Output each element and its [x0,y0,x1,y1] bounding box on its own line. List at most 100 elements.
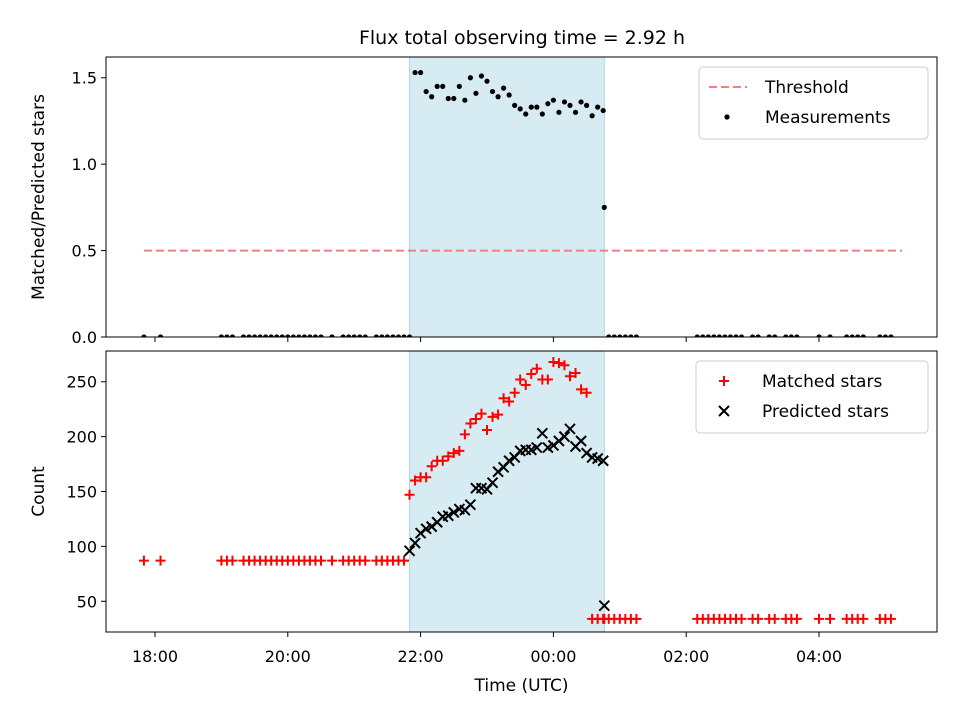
data-point [506,92,512,98]
data-point [373,334,379,337]
series-measurements [141,69,894,337]
data-point [268,334,274,337]
series-predicted-stars [403,423,611,612]
data-point [329,334,335,337]
data-point [531,441,543,454]
data-point [700,334,706,337]
y-tick-label: 1.0 [72,155,97,174]
legend-x-marker [718,405,730,417]
data-point [279,334,285,337]
data-point [448,506,460,519]
data-point [559,360,570,371]
data-point [858,613,869,624]
data-point [711,334,717,337]
data-point [567,102,573,108]
data-point [476,408,487,419]
data-point [794,334,800,337]
data-point [722,334,728,337]
data-point [421,472,432,483]
data-point [157,334,164,337]
data-point [429,94,435,100]
data-point [464,498,477,511]
data-point [534,104,540,110]
data-point [622,334,628,337]
data-point [601,204,607,210]
data-point [357,334,363,337]
data-point [570,367,581,378]
data-point [849,334,855,337]
data-point [855,334,861,337]
x-axis-label: Time (UTC) [474,676,569,696]
data-point [536,427,549,440]
data-point [423,88,429,95]
data-point [501,85,507,91]
data-point [844,334,850,337]
data-point [548,356,559,367]
data-point [539,111,545,117]
data-point [390,334,396,337]
data-point [498,393,509,404]
data-point [572,109,579,115]
data-point [733,334,739,337]
data-point [598,599,611,612]
observing-window-band [409,57,605,337]
plot-bottom: 50 100 150 200 250 18:00 20:00 22:00 00:00 02:00 0… [29,350,938,696]
x-tick-label: 20:00 [265,647,311,666]
data-point [885,613,896,624]
legend: Threshold Measurements [698,66,929,140]
y-tick-label: 150 [66,483,97,502]
data-point [426,461,437,472]
data-point [252,334,258,337]
data-point [459,429,470,440]
x-tick-label: 02:00 [663,647,709,666]
data-point [290,334,296,337]
data-point [705,334,711,337]
data-point [565,371,575,382]
data-point [456,83,462,89]
data-point [581,387,592,398]
data-point [769,613,780,624]
data-point [558,430,571,443]
y-tick-label: 250 [66,373,97,392]
data-point [553,358,564,369]
legend-box [698,66,929,140]
y-tick-label: 50 [77,592,97,611]
series-matched-stars [138,356,896,624]
data-point [473,90,479,96]
x-tick-label: 18:00 [132,647,178,666]
data-point [445,95,451,102]
data-point [296,334,302,337]
data-point [442,509,454,522]
data-point [401,334,407,337]
data-point [561,99,568,105]
data-point [462,97,468,103]
data-point [412,69,418,76]
y-tick-label: 200 [66,428,97,447]
data-point [218,334,224,337]
data-point [517,106,523,112]
observing-window-band [409,351,605,632]
data-point [545,101,551,107]
data-point [465,418,476,429]
data-point [406,334,413,337]
data-point [440,83,446,89]
legend-label: Threshold [764,78,849,98]
data-point [531,363,542,374]
data-point [307,334,313,337]
y-tick-label: 0.5 [72,242,97,261]
data-point [482,425,492,436]
data-point [470,414,481,425]
data-point [556,109,562,115]
data-point [542,374,553,385]
data-point [138,555,149,566]
data-point [274,334,280,337]
data-point [362,334,368,337]
plot-area [138,351,896,632]
data-point [694,334,700,337]
data-point [403,545,416,557]
data-point [448,448,459,459]
data-point [564,423,576,435]
data-point [888,334,894,337]
data-point [484,78,490,84]
data-point [240,334,247,337]
